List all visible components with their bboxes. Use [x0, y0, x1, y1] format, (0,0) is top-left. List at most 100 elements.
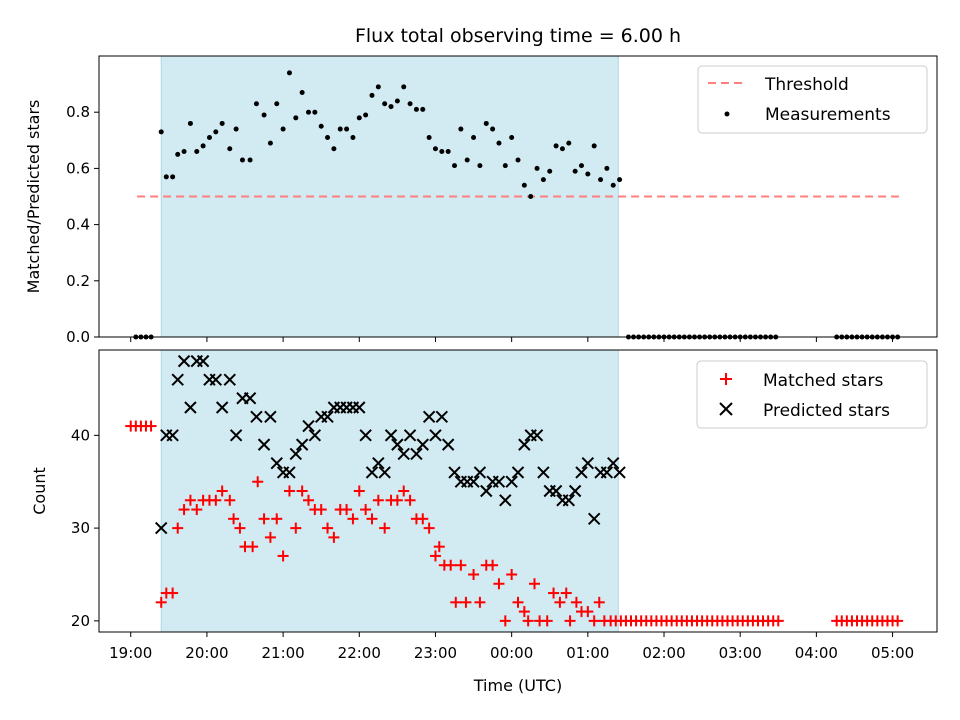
- measurement-point: [306, 109, 311, 115]
- predicted-star-point: [321, 410, 334, 423]
- predicted-star-point: [289, 447, 303, 461]
- matched-star-point: [379, 522, 391, 534]
- predicted-star-point: [243, 392, 257, 405]
- predicted-star-point: [378, 466, 391, 479]
- matched-star-point: [353, 485, 365, 497]
- predicted-star-point: [403, 429, 417, 442]
- measurement-point: [350, 134, 356, 140]
- measurement-point: [194, 149, 200, 155]
- matched-star-point: [271, 513, 283, 525]
- predicted-star-point: [184, 401, 197, 414]
- measurement-point: [509, 134, 515, 140]
- predicted-star-point: [391, 438, 404, 451]
- legend-matched-swatch: [720, 373, 732, 385]
- predicted-star-point: [410, 447, 423, 461]
- measurement-point: [534, 165, 540, 171]
- measurement-point: [280, 126, 286, 132]
- measurement-point: [420, 106, 426, 112]
- bottom-legend: Matched stars Predicted stars: [696, 360, 928, 429]
- top-y-tick-label: 0.8: [66, 103, 90, 121]
- top-panel: 0.00.20.40.60.8 Matched/Predicted stars …: [24, 55, 938, 346]
- matched-star-point: [564, 615, 576, 627]
- bottom-x-tick-label: 23:00: [414, 644, 457, 662]
- predicted-star-point: [568, 484, 582, 498]
- predicted-star-point: [359, 429, 372, 442]
- predicted-star-point: [257, 438, 271, 451]
- legend-matched-label: Matched stars: [763, 371, 883, 391]
- measurement-point: [604, 165, 610, 171]
- legend-predicted-label: Predicted stars: [763, 401, 890, 421]
- measurement-point: [483, 120, 489, 126]
- predicted-star-point: [467, 475, 480, 488]
- measurement-point: [490, 126, 496, 132]
- measurement-point: [445, 149, 451, 155]
- measurement-point: [496, 140, 502, 146]
- matched-star-point: [328, 531, 340, 543]
- measurement-point: [464, 157, 470, 163]
- measurement-point: [239, 157, 245, 163]
- measurement-point: [413, 106, 419, 112]
- predicted-star-point: [492, 475, 506, 488]
- predicted-star-point: [549, 484, 563, 498]
- bottom-y-axis-label: Count: [30, 467, 49, 515]
- predicted-star-point: [270, 456, 283, 470]
- measurement-point: [553, 143, 559, 149]
- matched-star-point: [210, 494, 222, 506]
- bottom-x-tick-label: 00:00: [490, 644, 533, 662]
- predicted-star-point: [295, 438, 309, 451]
- matched-star-point: [429, 550, 441, 562]
- predicted-star-point: [575, 466, 588, 479]
- bottom-x-tick-label: 04:00: [795, 644, 838, 662]
- matched-star-point: [283, 485, 295, 497]
- matched-star-point: [570, 596, 582, 608]
- predicted-star-point: [283, 466, 296, 479]
- measurement-point: [299, 90, 305, 96]
- matched-star-point: [247, 541, 259, 553]
- predicted-star-point: [372, 456, 385, 470]
- predicted-star-point: [264, 410, 277, 423]
- predicted-star-point: [511, 466, 525, 479]
- bottom-x-tick-label: 02:00: [642, 644, 685, 662]
- bottom-x-tick-label: 05:00: [871, 644, 914, 662]
- measurement-point: [572, 168, 578, 174]
- bottom-y-tick-label: 20: [71, 612, 90, 630]
- bottom-x-tick-label: 21:00: [261, 644, 304, 662]
- measurement-point: [394, 98, 400, 104]
- matched-star-point: [445, 559, 457, 571]
- predicted-star-point: [196, 354, 210, 368]
- top-y-tick-label: 0.0: [66, 328, 90, 346]
- top-panel-frame: [98, 55, 938, 338]
- predicted-star-point: [562, 494, 575, 507]
- matched-star-point: [541, 615, 553, 627]
- predicted-star-point: [209, 373, 223, 386]
- measurement-point: [163, 174, 169, 180]
- matched-star-point: [322, 522, 334, 534]
- predicted-star-point: [215, 401, 229, 414]
- measurement-point: [566, 140, 572, 146]
- legend-predicted-swatch: [719, 402, 733, 416]
- matched-star-point: [264, 531, 276, 543]
- measurement-point: [540, 177, 546, 183]
- measurement-point: [267, 140, 273, 146]
- matched-star-point: [522, 615, 534, 627]
- predicted-star-point: [448, 466, 461, 479]
- measurement-point: [158, 129, 164, 135]
- top-y-tick-label: 0.4: [66, 216, 90, 234]
- matched-star-point: [391, 494, 403, 506]
- measurement-point: [375, 84, 381, 90]
- matched-star-point: [315, 504, 327, 516]
- measurement-point: [382, 101, 388, 107]
- matched-star-point: [588, 615, 600, 627]
- matched-star-point: [499, 615, 511, 627]
- matched-star-point: [398, 485, 410, 497]
- measurement-point: [598, 177, 604, 183]
- measurement-point: [477, 163, 483, 169]
- matched-star-point: [554, 596, 566, 608]
- predicted-star-point: [587, 512, 601, 526]
- predicted-star-point: [537, 466, 550, 479]
- predicted-star-point: [166, 429, 179, 442]
- predicted-star-point: [308, 429, 322, 442]
- top-y-tick-label: 0.2: [66, 272, 90, 290]
- measurement-point: [274, 101, 280, 107]
